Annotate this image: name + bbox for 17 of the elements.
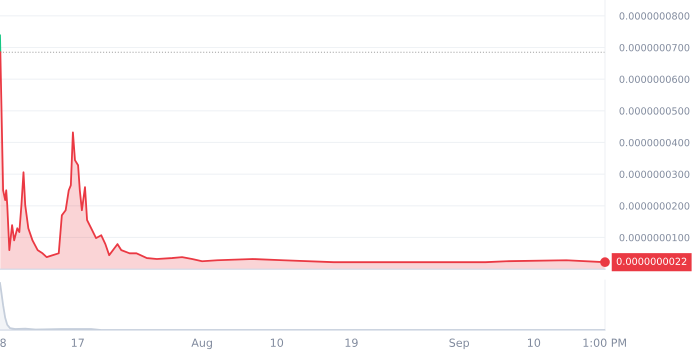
y-tick-label: 0.0000000800 bbox=[620, 12, 690, 20]
y-tick-label: 0.0000000700 bbox=[620, 44, 690, 52]
x-tick-label: 10 bbox=[270, 338, 284, 347]
x-tick-label: Aug bbox=[191, 338, 212, 350]
y-tick-label: 0.0000000200 bbox=[620, 202, 690, 210]
x-tick-label: 1:00 PM bbox=[583, 338, 626, 347]
y-tick-label: 0.0000000100 bbox=[620, 234, 690, 242]
x-tick-label: 17 bbox=[72, 338, 84, 347]
y-tick-label: 0.0000000600 bbox=[620, 76, 690, 83]
y-tick-label: 0.0000000500 bbox=[620, 107, 690, 115]
x-tick-label: 8 bbox=[0, 338, 6, 347]
x-tick-label: 10 bbox=[528, 338, 540, 347]
x-tick-label: Sep bbox=[449, 338, 470, 350]
x-tick-label: 19 bbox=[346, 338, 358, 347]
annotation: 0.0000000022 bbox=[616, 258, 686, 265]
y-tick-label: 0.0000000300 bbox=[620, 170, 690, 178]
y-tick-label: 0.0000000400 bbox=[620, 138, 690, 146]
